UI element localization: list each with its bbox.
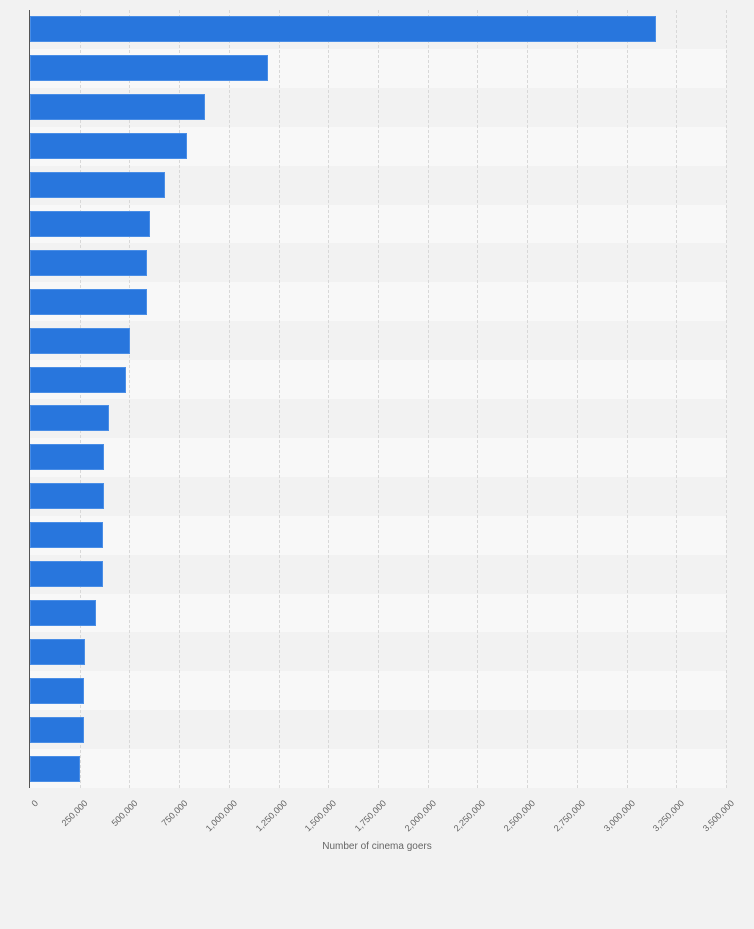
bar[interactable] <box>30 366 127 393</box>
gridline <box>328 10 330 788</box>
bar[interactable] <box>30 405 109 432</box>
bar[interactable] <box>30 716 84 743</box>
gridline <box>477 10 479 788</box>
bar[interactable] <box>30 210 151 237</box>
bar[interactable] <box>30 94 206 121</box>
gridline <box>79 10 81 788</box>
bar[interactable] <box>30 444 104 471</box>
bar[interactable] <box>30 16 656 43</box>
x-tick-label: 2,750,000 <box>551 798 587 834</box>
x-tick-label: 2,000,000 <box>402 798 438 834</box>
x-tick-label: 1,750,000 <box>352 798 389 834</box>
gridline <box>626 10 628 788</box>
plot-area <box>30 10 727 788</box>
bar[interactable] <box>30 133 188 160</box>
gridline <box>676 10 678 788</box>
gridline <box>726 10 727 788</box>
x-tick-label: 2,500,000 <box>501 798 538 834</box>
x-tick-label: 1,000,000 <box>203 798 239 834</box>
x-tick-label: 2,250,000 <box>452 798 488 834</box>
x-tick-label: 0 <box>29 798 41 809</box>
bar[interactable] <box>30 483 104 510</box>
bar[interactable] <box>30 327 130 354</box>
y-axis-line <box>29 10 30 788</box>
x-tick-label: 750,000 <box>159 798 190 829</box>
bar[interactable] <box>30 599 97 626</box>
bar[interactable] <box>30 249 148 276</box>
gridline <box>129 10 131 788</box>
gridline <box>527 10 529 788</box>
gridline <box>576 10 578 788</box>
bar[interactable] <box>30 638 85 665</box>
gridline <box>427 10 429 788</box>
x-tick-label: 500,000 <box>109 798 140 829</box>
x-tick-label: 250,000 <box>59 798 90 829</box>
bar[interactable] <box>30 55 269 82</box>
gridline <box>278 10 280 788</box>
bar[interactable] <box>30 677 84 704</box>
gridline <box>378 10 379 788</box>
x-tick-label: 1,500,000 <box>302 798 339 834</box>
x-tick-label: 1,250,000 <box>253 798 289 834</box>
gridline <box>179 10 181 788</box>
bar[interactable] <box>30 561 103 588</box>
gridline <box>228 10 230 788</box>
x-axis-label: Number of cinema goers <box>322 841 432 852</box>
bar[interactable] <box>30 288 148 315</box>
x-tick-label: 3,500,000 <box>700 798 737 834</box>
bar[interactable] <box>30 755 80 782</box>
x-tick-label: 3,250,000 <box>650 798 687 834</box>
x-tick-label: 3,000,000 <box>601 798 637 834</box>
bar[interactable] <box>30 172 166 199</box>
bar[interactable] <box>30 522 103 549</box>
